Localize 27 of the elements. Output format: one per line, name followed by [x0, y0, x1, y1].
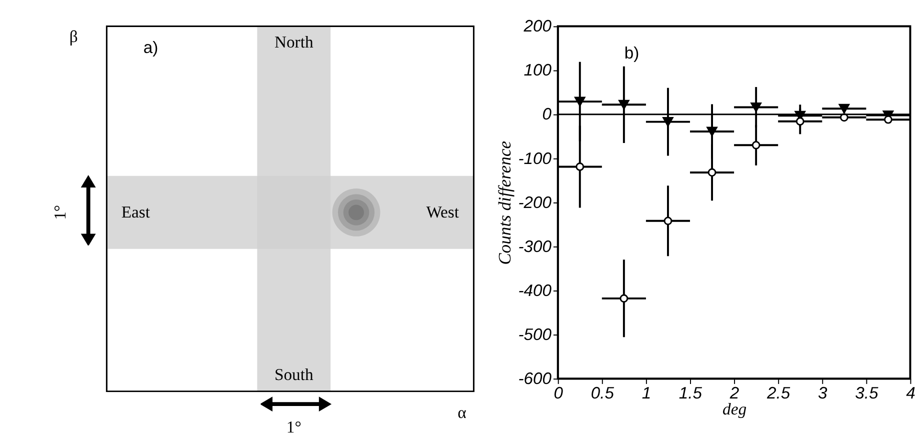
y-tick-label: -100	[518, 148, 552, 168]
y-tick-label: 100	[524, 60, 552, 80]
x-tick-label: 1.5	[678, 384, 703, 403]
text: β	[69, 27, 78, 46]
y-tick-label: -500	[518, 324, 552, 344]
x-tick-label: 0.5	[590, 384, 615, 403]
x-tick-label: 3.5	[855, 384, 879, 403]
text: 1°	[50, 204, 70, 220]
x-tick-label: 3	[818, 384, 828, 403]
y-tick-label: -300	[518, 236, 552, 256]
y-tick-label: 0	[542, 104, 552, 124]
x-tick-label: 4	[906, 384, 916, 403]
y-tick-label: -400	[518, 280, 552, 300]
y-tick-label: -600	[518, 368, 552, 388]
y-tick-label: -200	[518, 192, 552, 212]
x-tick-label: 2.5	[766, 384, 791, 403]
text: North	[274, 32, 314, 52]
y-axis-title: Counts difference	[494, 140, 514, 265]
text: West	[426, 202, 460, 222]
text: α	[458, 403, 467, 422]
y-tick-label: 200	[522, 16, 552, 36]
text: a)	[143, 38, 158, 58]
text: South	[274, 364, 314, 384]
text: 1°	[286, 418, 302, 435]
x-tick-label: 1	[642, 384, 652, 403]
text: East	[121, 202, 150, 222]
annotation: b)	[624, 44, 640, 63]
